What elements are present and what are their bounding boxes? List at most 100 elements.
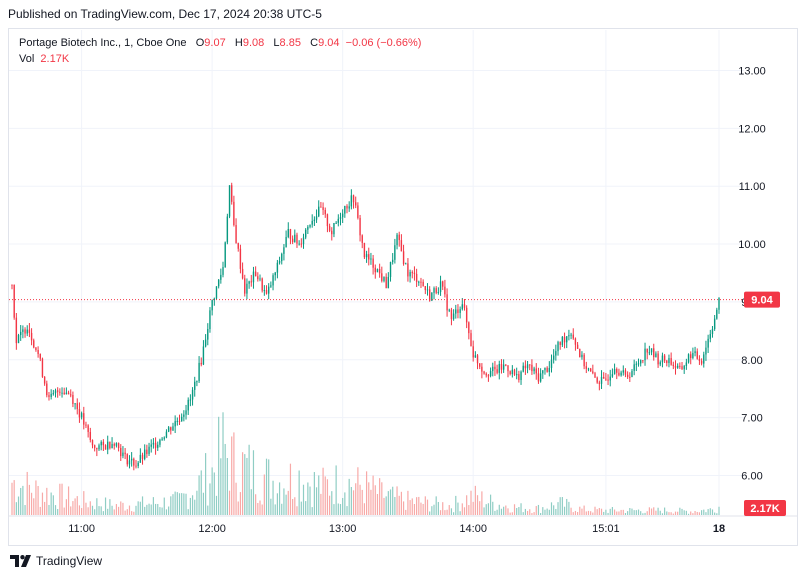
candle-body — [133, 458, 135, 466]
candle-body — [676, 365, 679, 368]
candle-body — [378, 269, 381, 274]
candle-body — [498, 363, 500, 373]
candle-body — [296, 234, 298, 244]
volume-bar — [109, 499, 111, 515]
volume-bar — [161, 507, 163, 515]
volume-bar — [313, 472, 315, 515]
volume-bar — [594, 506, 596, 515]
volume-bar — [540, 513, 542, 515]
volume-bar — [607, 512, 609, 515]
candle-body — [618, 372, 620, 376]
candle-body — [518, 374, 520, 380]
last-volume-badge — [744, 500, 786, 516]
candle-body — [396, 234, 398, 246]
candle-body — [322, 207, 324, 210]
volume-bar — [572, 512, 574, 515]
candle-body — [681, 366, 683, 370]
volume-bar — [276, 493, 278, 515]
candle-body — [174, 421, 176, 427]
candle-body — [348, 206, 350, 209]
legend-low-value: 8.85 — [279, 37, 301, 49]
grid-lines — [9, 30, 744, 516]
volume-bar — [513, 504, 516, 515]
candle-body — [633, 364, 635, 371]
volume-bar — [479, 501, 481, 515]
volume-bar — [424, 496, 426, 515]
volume-bar — [248, 444, 250, 515]
volume-bar — [433, 504, 435, 515]
candle-body — [548, 367, 551, 372]
candle-body — [15, 317, 18, 344]
candle-body — [150, 444, 152, 447]
candle-body — [437, 292, 440, 294]
candle-body — [281, 253, 283, 262]
volume-bar — [133, 511, 135, 515]
candle-body — [529, 364, 531, 366]
volume-bar — [154, 503, 157, 515]
candle-body — [13, 284, 15, 318]
candle-body — [54, 390, 57, 394]
y-tick-label: 10.00 — [738, 239, 766, 251]
candle-body — [542, 370, 544, 374]
candle-body — [507, 365, 509, 372]
candle-body — [67, 392, 70, 395]
volume-bar — [100, 506, 102, 515]
candle-body — [672, 364, 675, 366]
volume-bar — [87, 507, 89, 515]
volume-bar — [533, 512, 535, 515]
volume-bar — [503, 506, 505, 515]
volume-bar — [289, 463, 292, 515]
candle-body — [650, 348, 653, 353]
volume-bar — [52, 495, 54, 515]
tradingview-logo-icon — [10, 555, 31, 567]
candle-body — [385, 276, 387, 289]
candle-body — [52, 393, 55, 395]
candle-body — [570, 334, 572, 336]
candle-body — [339, 217, 342, 219]
volume-bar — [174, 491, 176, 515]
candle-body — [248, 281, 250, 284]
volume-bars — [11, 412, 720, 515]
candle-body — [485, 373, 487, 376]
candle-body — [61, 392, 63, 394]
volume-bar — [563, 506, 566, 515]
volume-bar — [41, 492, 44, 515]
candle-body — [237, 243, 239, 249]
candle-body — [252, 271, 255, 283]
volume-bar — [696, 511, 698, 515]
volume-bar — [111, 505, 113, 515]
candle-body — [655, 353, 657, 358]
volume-bar — [579, 506, 581, 515]
candle-body — [526, 364, 529, 369]
volume-bar — [198, 475, 200, 515]
volume-bar — [718, 506, 720, 515]
volume-bar — [392, 486, 394, 515]
candle-body — [117, 443, 120, 448]
candle-body — [204, 339, 207, 347]
candle-body — [511, 369, 514, 375]
candle-body — [135, 465, 137, 467]
volume-bar — [657, 507, 659, 515]
legend-row-ohlc: Portage Biotech Inc., 1, Cboe One O9.07 … — [19, 35, 421, 51]
volume-bar — [557, 502, 559, 515]
candle-body — [405, 263, 407, 265]
x-tick-label: 13:00 — [329, 523, 357, 535]
volume-bar — [709, 508, 711, 515]
volume-bar — [194, 499, 196, 515]
candle-body — [352, 195, 355, 203]
candle-body — [483, 371, 485, 374]
candle-body — [470, 333, 472, 347]
candle-body — [492, 366, 494, 372]
volume-bar — [379, 478, 381, 515]
volume-bar — [622, 509, 624, 515]
candle-body — [533, 368, 535, 372]
candle-body — [157, 444, 159, 448]
candle-body — [365, 254, 368, 258]
volume-bar — [516, 508, 518, 515]
volume-bar — [363, 503, 366, 515]
volume-bar — [283, 488, 285, 515]
volume-bar — [178, 493, 181, 515]
candle-body — [670, 358, 672, 365]
candle-body — [331, 230, 333, 235]
